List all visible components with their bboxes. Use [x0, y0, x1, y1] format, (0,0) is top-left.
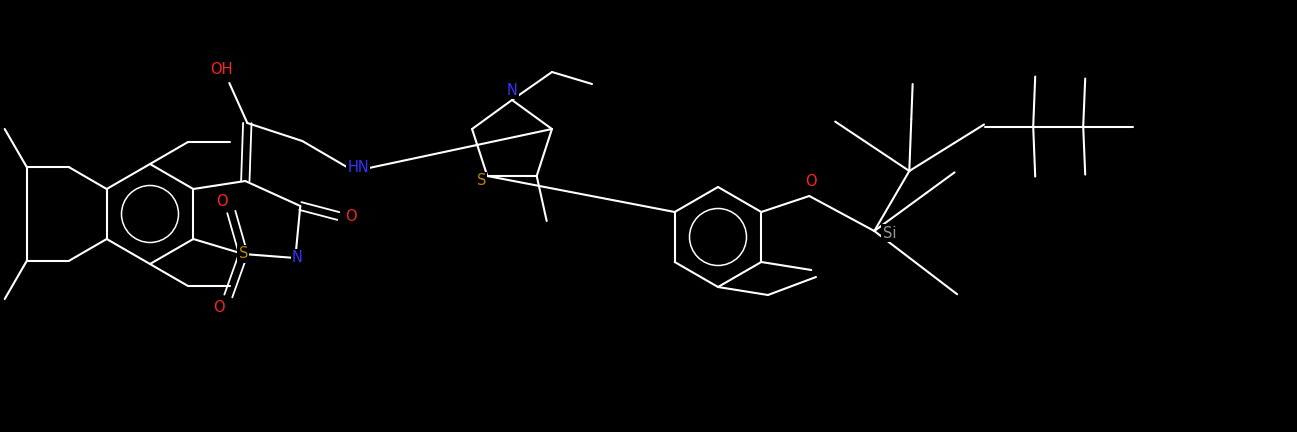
- Text: O: O: [805, 175, 817, 190]
- Text: O: O: [214, 301, 226, 315]
- Text: S: S: [476, 174, 486, 188]
- Text: HN: HN: [348, 159, 370, 175]
- Text: Si: Si: [882, 226, 896, 241]
- Text: O: O: [345, 209, 357, 223]
- Text: S: S: [239, 247, 248, 261]
- Text: N: N: [507, 83, 518, 98]
- Text: OH: OH: [210, 61, 232, 76]
- Text: N: N: [292, 251, 302, 266]
- Text: O: O: [217, 194, 228, 210]
